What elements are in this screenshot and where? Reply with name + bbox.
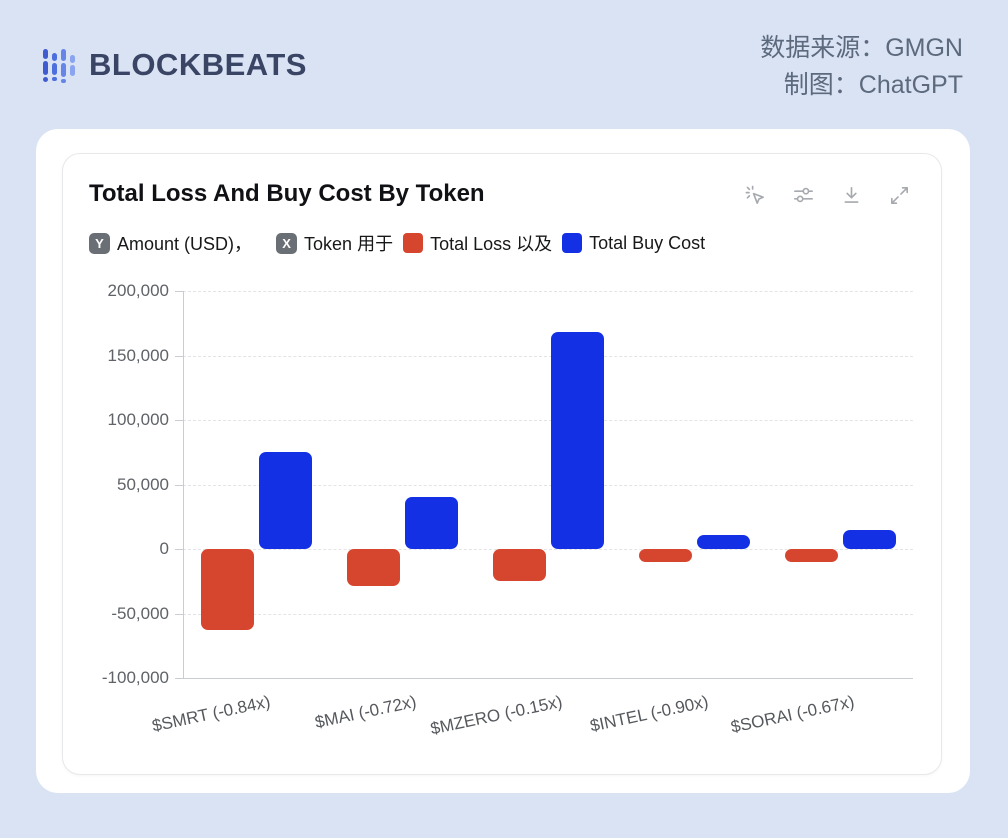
y-axis-tick bbox=[175, 549, 183, 550]
sliders-icon[interactable] bbox=[792, 184, 815, 207]
chart-legend: Y Amount (USD)， X Token 用于 Total Loss 以及… bbox=[89, 230, 705, 256]
source-line: 数据来源：GMGN bbox=[760, 34, 963, 62]
y-axis-tick bbox=[175, 678, 183, 679]
bar-total-buy-cost[interactable] bbox=[696, 534, 750, 549]
y-axis-tick bbox=[175, 355, 183, 357]
y-axis-line bbox=[183, 291, 184, 678]
expand-icon[interactable] bbox=[888, 184, 911, 207]
bar-total-loss[interactable] bbox=[346, 549, 400, 587]
bar-total-loss[interactable] bbox=[638, 549, 692, 562]
bar-total-loss[interactable] bbox=[200, 549, 254, 631]
y-tick-label: 50,000 bbox=[117, 474, 169, 494]
gridline bbox=[183, 420, 913, 421]
gridline bbox=[183, 484, 913, 486]
chart-card: Total Loss And Buy Cost By Token bbox=[62, 153, 942, 775]
legend-item-total-loss[interactable]: Total Loss 以及 bbox=[403, 230, 552, 256]
logo-text: BLOCKBEATS bbox=[89, 47, 307, 82]
x-axis-legend: X Token 用于 bbox=[276, 230, 393, 256]
bar-total-loss[interactable] bbox=[784, 549, 838, 562]
legend-buy-swatch bbox=[562, 233, 583, 253]
y-tick-label: -100,000 bbox=[101, 668, 169, 687]
bar-total-buy-cost[interactable] bbox=[550, 332, 604, 549]
y-axis-tick bbox=[175, 613, 183, 615]
y-tick-label: 150,000 bbox=[107, 345, 169, 365]
gridline bbox=[183, 678, 913, 679]
download-icon[interactable] bbox=[840, 184, 863, 207]
bar-total-buy-cost[interactable] bbox=[258, 452, 312, 549]
y-axis-tick bbox=[175, 484, 183, 486]
legend-item-total-buy-cost[interactable]: Total Buy Cost bbox=[562, 233, 705, 254]
x-axis-badge: X bbox=[276, 232, 298, 254]
gridline bbox=[183, 355, 913, 357]
blockbeats-logo-icon bbox=[43, 49, 75, 83]
chart-title: Total Loss And Buy Cost By Token bbox=[89, 180, 485, 207]
legend-loss-label: Total Loss 以及 bbox=[430, 234, 553, 254]
gridline bbox=[183, 291, 913, 292]
y-tick-label: 100,000 bbox=[107, 410, 169, 429]
magic-cursor-icon[interactable] bbox=[744, 184, 767, 207]
bar-total-buy-cost[interactable] bbox=[404, 497, 458, 549]
y-tick-label: 200,000 bbox=[107, 281, 169, 300]
x-axis-legend-label: Token 用于 bbox=[304, 234, 394, 254]
data-source-note: 数据来源：GMGN 制图：ChatGPT bbox=[760, 30, 963, 104]
page-header: BLOCKBEATS 数据来源：GMGN 制图：ChatGPT bbox=[0, 0, 1008, 129]
bar-total-loss[interactable] bbox=[492, 549, 546, 582]
bar-total-buy-cost[interactable] bbox=[842, 529, 896, 549]
credit-line: 制图：ChatGPT bbox=[783, 71, 963, 99]
y-tick-label: -50,000 bbox=[111, 603, 169, 623]
gridline bbox=[183, 549, 913, 550]
y-axis-tick bbox=[175, 420, 183, 421]
y-axis-legend-label: Amount (USD)， bbox=[117, 234, 253, 254]
y-tick-label: 0 bbox=[159, 539, 169, 558]
y-axis-badge: Y bbox=[89, 232, 110, 254]
legend-buy-label: Total Buy Cost bbox=[589, 232, 706, 253]
gridline bbox=[183, 613, 913, 615]
y-axis-legend: Y Amount (USD)， bbox=[89, 230, 252, 256]
legend-loss-swatch bbox=[403, 233, 424, 253]
blockbeats-logo: BLOCKBEATS bbox=[42, 44, 307, 86]
y-axis-tick bbox=[175, 291, 183, 292]
chart-toolbar bbox=[744, 184, 911, 207]
